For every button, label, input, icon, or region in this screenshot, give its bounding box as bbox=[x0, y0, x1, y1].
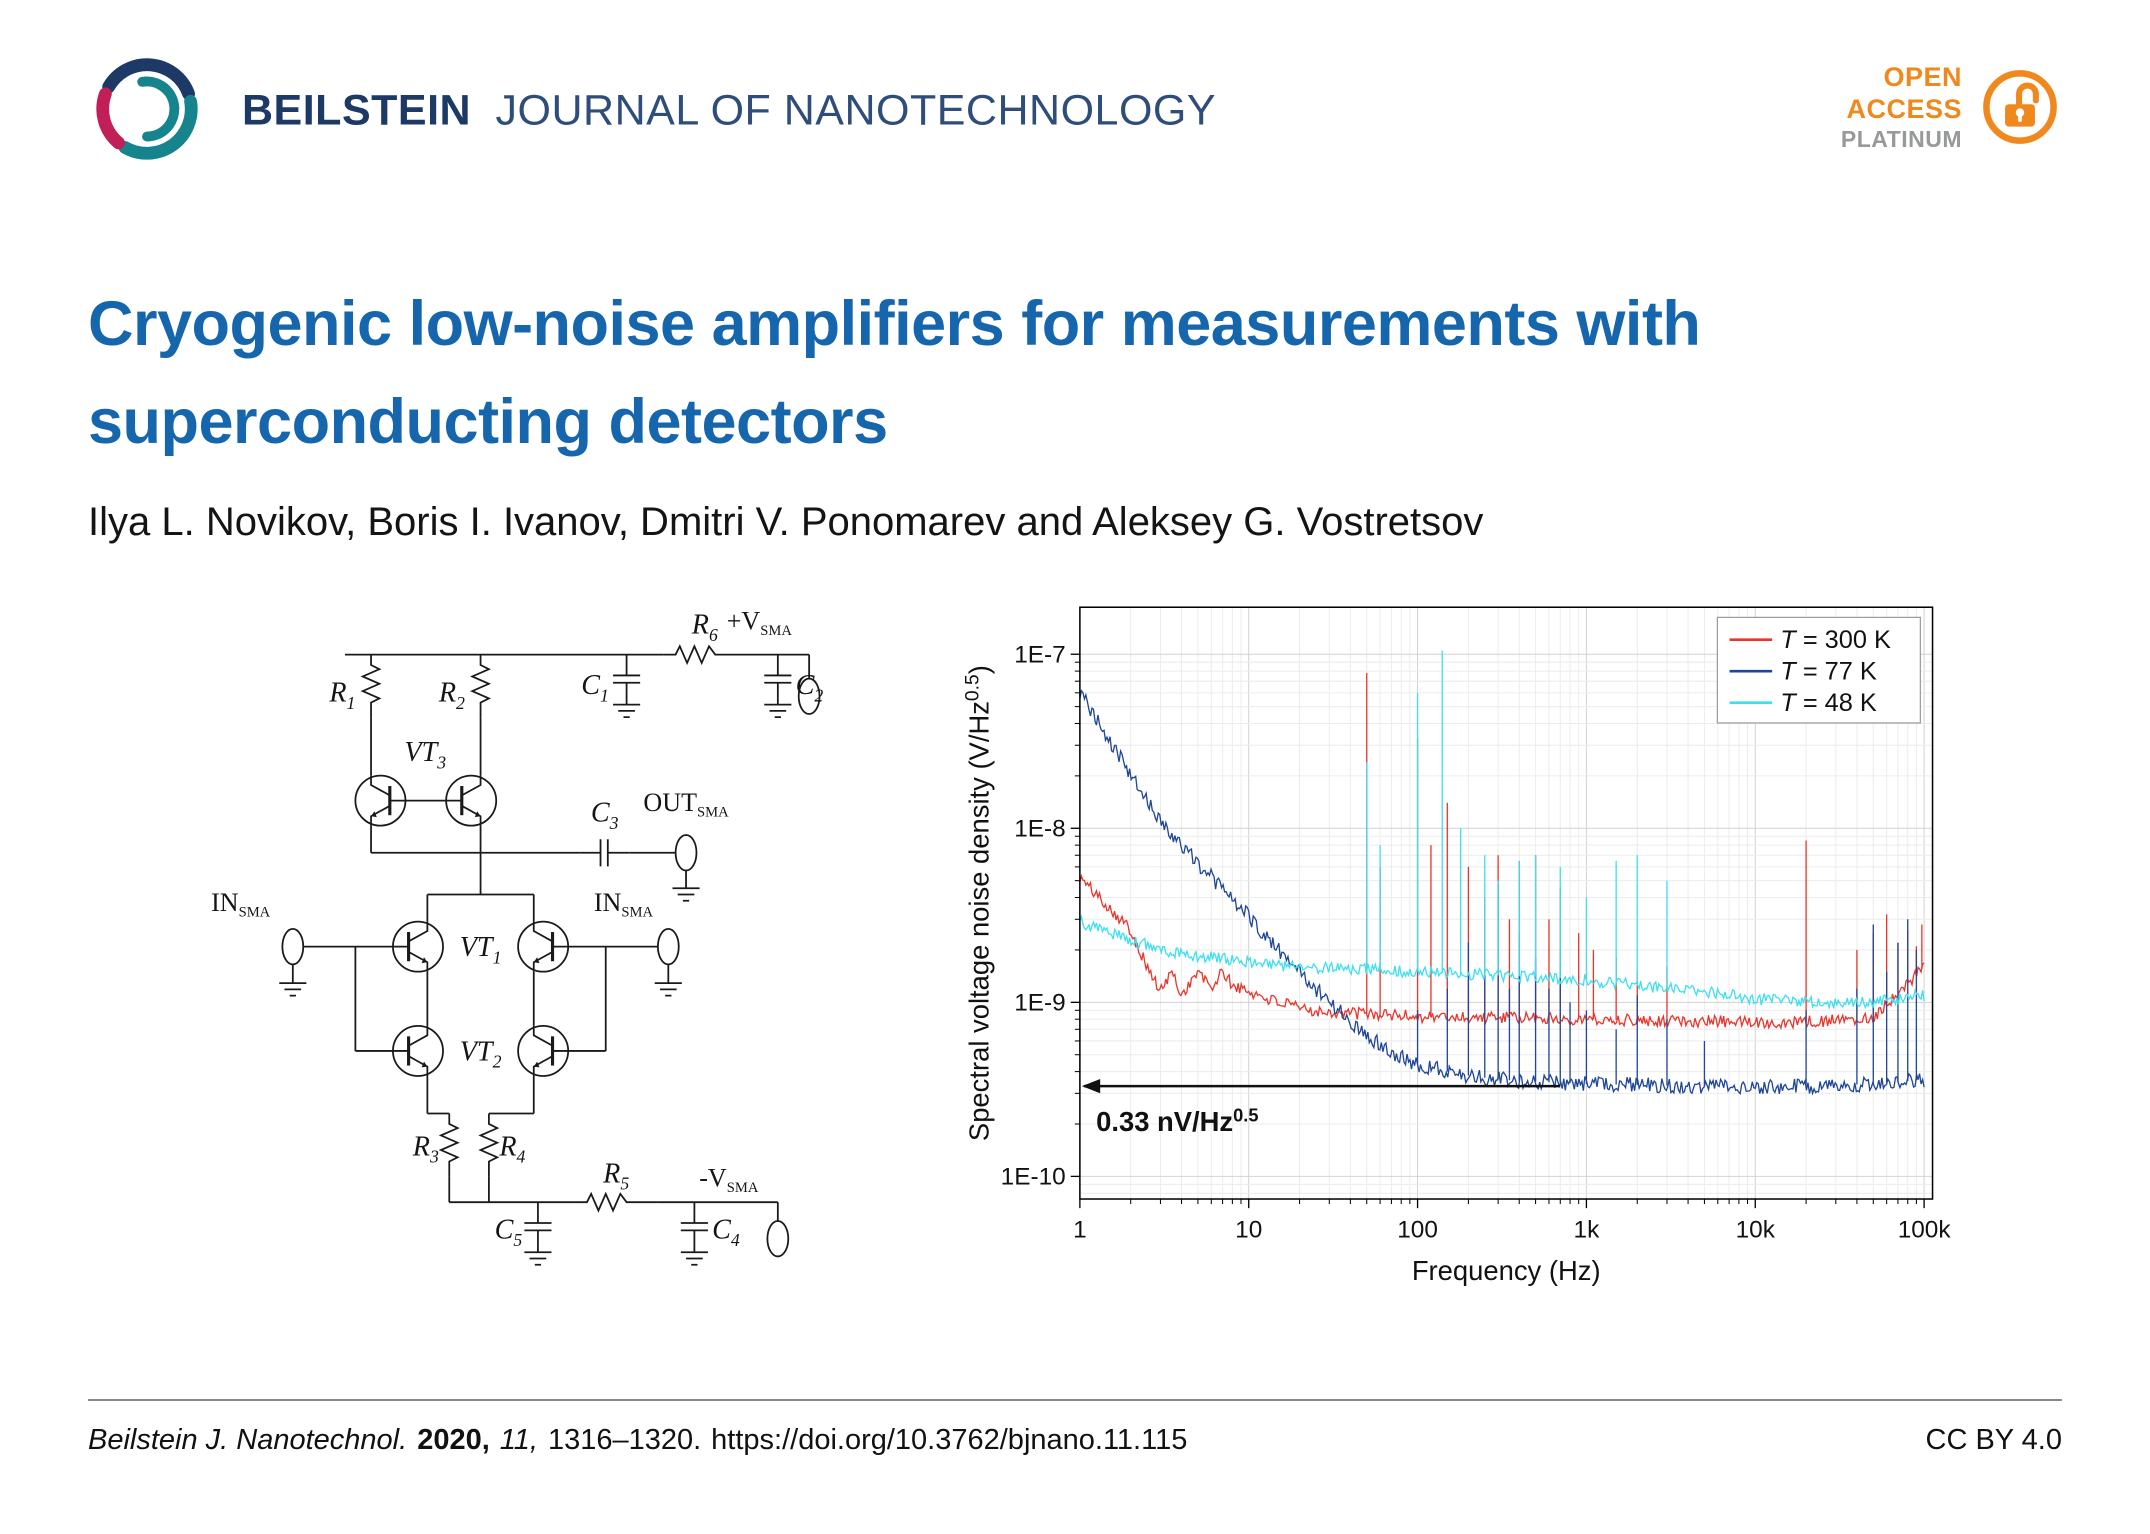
noise-spectrum-chart: 1 10 100 1k 10k 100k 1E-7 1E-8 1E-9 1E-10 Frequenc… bbox=[962, 606, 1952, 1286]
y-tick-label: 1E-10 bbox=[1001, 1164, 1066, 1191]
label-c4: C4 bbox=[712, 1215, 740, 1250]
x-axis-label: Frequency (Hz) bbox=[1412, 1255, 1601, 1286]
article-title-line2: superconducting detectors bbox=[88, 386, 888, 457]
series-line-2 bbox=[1079, 689, 1925, 1096]
label-vt1: VT1 bbox=[460, 932, 502, 967]
x-tick-label: 1 bbox=[1073, 1217, 1087, 1244]
y-tick-label: 1E-9 bbox=[1014, 989, 1065, 1016]
footer: Beilstein J. Nanotechnol. 2020, 11, 1316–13… bbox=[88, 1424, 2062, 1457]
journal-name-bold: BEILSTEIN bbox=[242, 86, 472, 135]
label-c5: C5 bbox=[495, 1215, 523, 1250]
series-line-3 bbox=[1079, 914, 1925, 1010]
legend-entry: T = 77 K bbox=[1780, 657, 1877, 685]
x-tick-label: 10 bbox=[1235, 1217, 1262, 1244]
label-v-minus: -VSMA bbox=[699, 1164, 759, 1196]
legend: T = 300 K T = 77 K T = 48 K bbox=[1716, 616, 1921, 724]
series-line-1 bbox=[1079, 873, 1925, 1031]
open-access-line2: ACCESS bbox=[1846, 93, 1962, 124]
beilstein-logo-icon bbox=[96, 58, 198, 160]
label-in-right: INSMA bbox=[594, 888, 654, 920]
citation-journal: Beilstein J. Nanotechnol. bbox=[88, 1424, 408, 1456]
label-r5: R5 bbox=[602, 1158, 629, 1193]
x-tick-label: 100k bbox=[1898, 1217, 1952, 1244]
citation-volume: 11, bbox=[499, 1424, 538, 1456]
label-r4: R4 bbox=[498, 1131, 525, 1166]
x-tick-label: 1k bbox=[1574, 1217, 1601, 1244]
x-tick-label: 10k bbox=[1736, 1217, 1776, 1244]
label-vt3: VT3 bbox=[404, 737, 446, 772]
label-vt2: VT2 bbox=[460, 1036, 502, 1071]
legend-entry: T = 300 K bbox=[1780, 626, 1891, 654]
label-r6: R6 bbox=[691, 610, 718, 645]
license-cc-by: CC BY 4.0 bbox=[1925, 1424, 2062, 1456]
citation: Beilstein J. Nanotechnol. 2020, 11, 1316–13… bbox=[88, 1424, 1197, 1457]
label-c2: C2 bbox=[796, 670, 824, 705]
label-c1: C1 bbox=[581, 670, 609, 705]
open-access-line3: PLATINUM bbox=[1840, 125, 1962, 152]
open-access-line1: OPEN bbox=[1883, 62, 1962, 92]
annotation-text: 0.33 nV/Hz0.5 bbox=[1096, 1105, 1258, 1137]
schematic-labels: R1 R2 R6 C1 C2 +VSMA VT3 C3 OUTSMA INSMA… bbox=[211, 607, 823, 1250]
y-tick-label: 1E-7 bbox=[1014, 641, 1065, 668]
article-title: Cryogenic low-noise amplifiers for measu… bbox=[88, 276, 1701, 471]
amplifier-schematic: R1 R2 R6 C1 C2 +VSMA VT3 C3 OUTSMA INSMA… bbox=[211, 607, 823, 1266]
journal-name: BEILSTEIN JOURNAL OF NANOTECHNOLOGY bbox=[242, 87, 1216, 136]
y-axis-label: Spectral voltage noise density (V/Hz0.5) bbox=[962, 665, 994, 1141]
citation-year: 2020, bbox=[417, 1424, 490, 1456]
schematic-wires bbox=[278, 645, 821, 1266]
authors: Ilya L. Novikov, Boris I. Ivanov, Dmitri… bbox=[88, 500, 1484, 544]
y-tick-label: 1E-8 bbox=[1014, 815, 1065, 842]
open-access-lock-icon bbox=[1983, 70, 2057, 145]
open-access-text: OPEN ACCESS PLATINUM bbox=[1841, 62, 1962, 153]
label-v-plus: +VSMA bbox=[727, 607, 793, 639]
legend-entry: T = 48 K bbox=[1780, 689, 1877, 717]
label-r2: R2 bbox=[438, 678, 465, 713]
label-r1: R1 bbox=[328, 678, 355, 713]
journal-name-rest: JOURNAL OF NANOTECHNOLOGY bbox=[495, 86, 1217, 135]
article-title-line1: Cryogenic low-noise amplifiers for measu… bbox=[88, 289, 1701, 359]
label-out: OUTSMA bbox=[643, 788, 729, 820]
plot-frame bbox=[1079, 606, 1934, 1200]
open-access-badge: OPEN ACCESS PLATINUM bbox=[1841, 62, 2062, 153]
label-r3: R3 bbox=[412, 1131, 439, 1166]
citation-pages: 1316–1320. bbox=[547, 1424, 702, 1456]
label-c3: C3 bbox=[591, 797, 619, 832]
label-in-left: INSMA bbox=[211, 888, 271, 920]
doi-link[interactable]: https://doi.org/10.3762/bjnano.11.115 bbox=[711, 1424, 1188, 1456]
footer-divider bbox=[88, 1399, 2062, 1401]
x-tick-label: 100 bbox=[1397, 1217, 1438, 1244]
